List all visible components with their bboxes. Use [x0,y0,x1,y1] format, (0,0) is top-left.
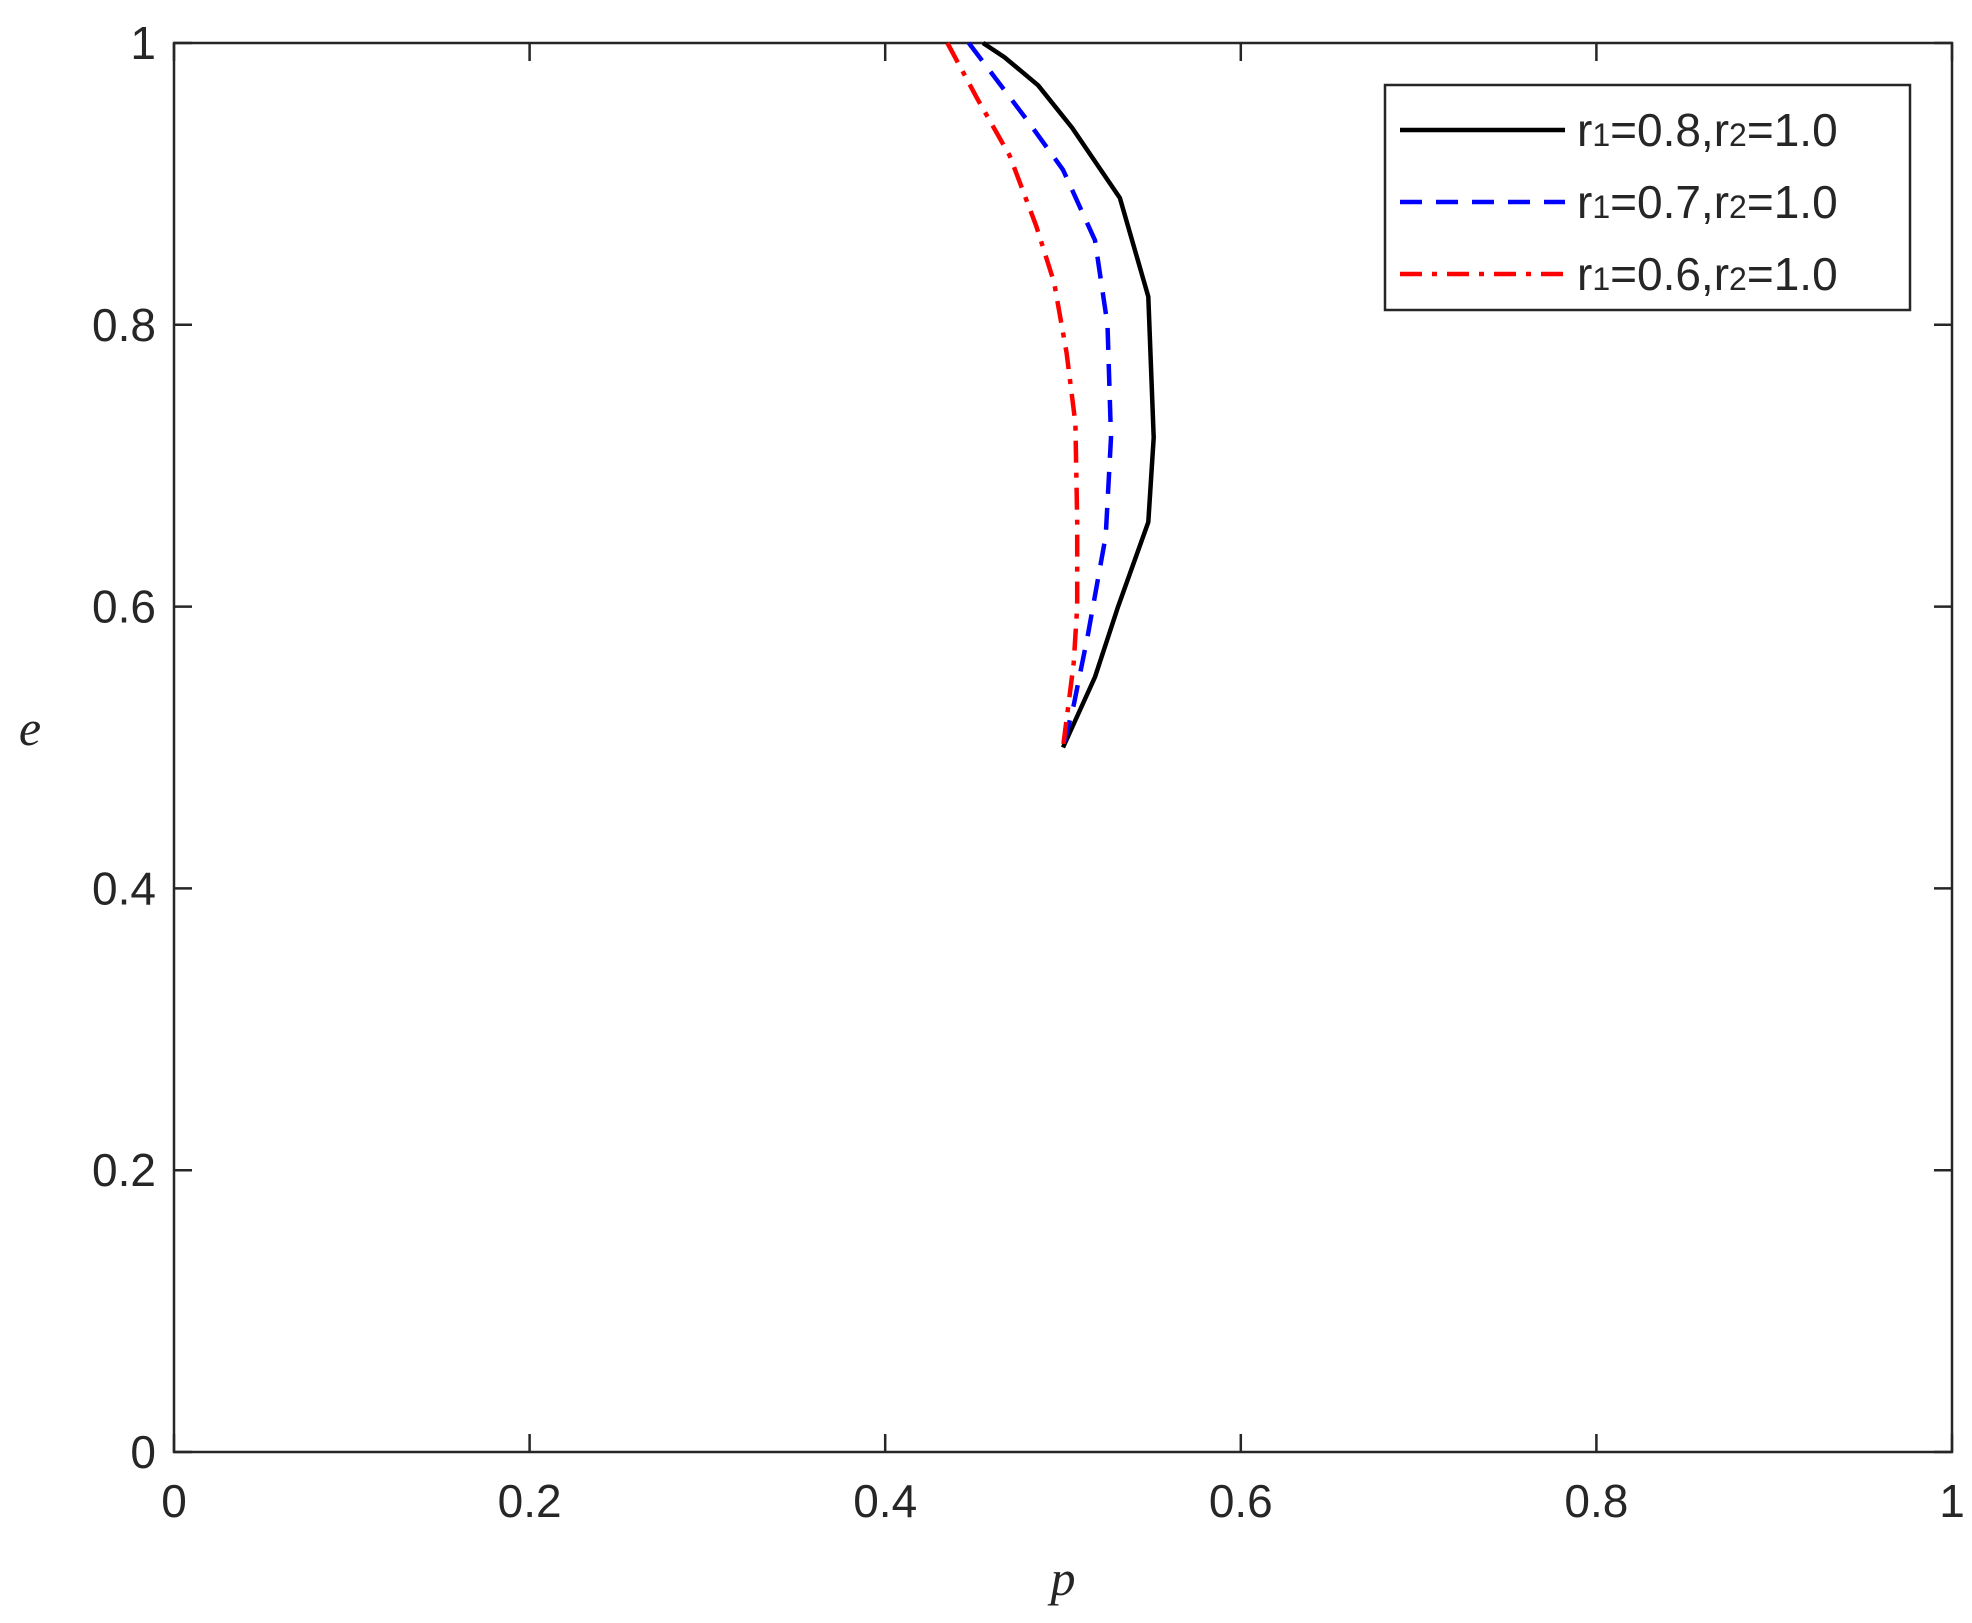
series-line-1 [981,41,1156,749]
x-tick-label: 0.4 [853,1475,917,1527]
legend-text-part: =1.0 [1747,104,1838,156]
legend-text-part: r [1577,176,1592,228]
legend-subscript: 1 [1592,189,1610,225]
legend-text-part: =1.0 [1747,248,1838,300]
y-tick-label: 0.4 [92,862,156,914]
y-tick-label: 0 [130,1426,156,1478]
axis-ticks: 0 0.2 0.4 0.6 0.8 1 0 0.2 0.4 0.6 0.8 1 [92,17,1965,1527]
legend-box [1383,83,1912,312]
legend-text-part: =1.0 [1747,176,1838,228]
legend-subscript: 2 [1729,117,1747,153]
x-tick-label: 1 [1939,1475,1965,1527]
legend: r1=0.8,r2=1.0r1=0.7,r2=1.0r1=0.6,r2=1.0 [1383,83,1912,312]
x-tick-label: 0.2 [498,1475,562,1527]
y-tick-label: 1 [130,17,156,69]
series-line-2 [967,41,1114,749]
legend-entry-2: r1=0.7,r2=1.0 [1577,176,1838,228]
legend-subscript: 2 [1729,261,1747,297]
legend-text-part: =0.8,r [1610,104,1729,156]
y-tick-label: 0.8 [92,299,156,351]
legend-entry-1: r1=0.8,r2=1.0 [1577,104,1838,156]
legend-text-part: =0.7,r [1610,176,1729,228]
series-lines [945,41,1156,749]
x-tick-label: 0 [161,1475,187,1527]
x-axis-label: p [1048,1550,1076,1606]
legend-subscript: 1 [1592,117,1610,153]
legend-text-part: =0.6,r [1610,248,1729,300]
y-axis-label: e [19,700,41,756]
y-tick-label: 0.6 [92,581,156,633]
legend-entry-3: r1=0.6,r2=1.0 [1577,248,1838,300]
legend-text-part: r [1577,104,1592,156]
x-tick-label: 0.8 [1564,1475,1628,1527]
legend-subscript: 2 [1729,189,1747,225]
y-tick-label: 0.2 [92,1144,156,1196]
legend-text-part: r [1577,248,1592,300]
legend-subscript: 1 [1592,261,1610,297]
x-tick-label: 0.6 [1209,1475,1273,1527]
